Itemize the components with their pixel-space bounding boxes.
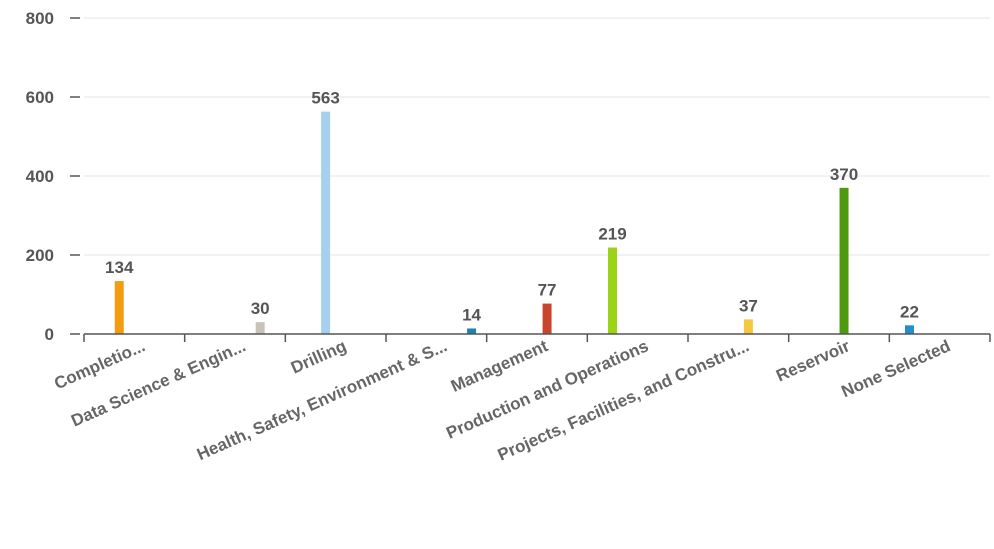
gridlines bbox=[84, 17, 990, 256]
bar[interactable] bbox=[743, 319, 753, 334]
y-tick-label: 0 bbox=[45, 325, 54, 344]
x-axis bbox=[83, 333, 991, 342]
y-tick-label: 600 bbox=[26, 88, 54, 107]
y-axis-tick-labels: 0 200 400 600 800 bbox=[26, 9, 80, 344]
data-label: 219 bbox=[598, 224, 626, 243]
data-label: 37 bbox=[739, 296, 758, 315]
x-category-label: Reservoir bbox=[773, 336, 853, 385]
y-tick-label: 200 bbox=[26, 246, 54, 265]
data-labels: 134 30 563 14 77 219 37 370 22 bbox=[105, 89, 919, 325]
y-tick-label: 800 bbox=[26, 9, 54, 28]
data-label: 14 bbox=[462, 305, 481, 324]
data-label: 77 bbox=[538, 281, 557, 300]
x-category-label: Data Science & Engin... bbox=[68, 336, 248, 430]
bar[interactable] bbox=[904, 325, 914, 334]
y-tick-label: 400 bbox=[26, 167, 54, 186]
bar[interactable] bbox=[255, 322, 265, 334]
data-label: 30 bbox=[251, 299, 270, 318]
bar[interactable] bbox=[114, 281, 124, 334]
data-label: 563 bbox=[311, 89, 339, 108]
data-label: 134 bbox=[105, 258, 134, 277]
bar[interactable] bbox=[839, 187, 849, 334]
bar[interactable] bbox=[321, 111, 331, 335]
x-axis-category-labels: Completio...Data Science & Engin... Drill… bbox=[51, 336, 953, 465]
x-category-label: Drilling bbox=[288, 336, 349, 377]
bar[interactable] bbox=[467, 328, 477, 334]
bar[interactable] bbox=[542, 303, 552, 334]
bars bbox=[114, 111, 914, 335]
bar[interactable] bbox=[608, 247, 617, 334]
x-category-label: None Selected bbox=[839, 336, 954, 401]
data-label: 22 bbox=[900, 302, 919, 321]
data-label: 370 bbox=[830, 165, 858, 184]
